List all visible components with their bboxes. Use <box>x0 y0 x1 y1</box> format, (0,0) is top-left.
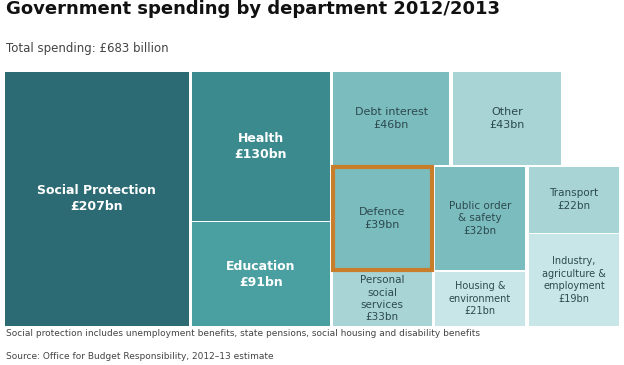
Text: Housing &
environment
£21bn: Housing & environment £21bn <box>449 281 511 316</box>
Text: Industry,
agriculture &
employment
£19bn: Industry, agriculture & employment £19bn <box>542 257 606 304</box>
Text: Total spending: £683 billion: Total spending: £683 billion <box>6 42 169 55</box>
Text: Government spending by department 2012/2013: Government spending by department 2012/2… <box>6 0 500 18</box>
Text: Social protection includes unemployment benefits, state pensions, social housing: Social protection includes unemployment … <box>6 328 480 338</box>
Text: Health
£130bn: Health £130bn <box>235 132 287 161</box>
Text: Defence
£39bn: Defence £39bn <box>359 207 406 230</box>
Text: Debt interest
£46bn: Debt interest £46bn <box>354 107 427 130</box>
Bar <box>333 72 449 165</box>
Bar <box>452 72 561 165</box>
Bar <box>333 166 432 270</box>
Bar <box>435 272 525 326</box>
Bar <box>435 166 525 270</box>
Text: Source: Office for Budget Responsibility, 2012–13 estimate: Source: Office for Budget Responsibility… <box>6 352 274 361</box>
Bar <box>529 166 620 233</box>
Text: Education
£91bn: Education £91bn <box>226 260 296 289</box>
Bar <box>192 72 329 221</box>
Text: Personal
social
services
£33bn: Personal social services £33bn <box>360 275 404 322</box>
Text: Social Protection
£207bn: Social Protection £207bn <box>37 184 156 214</box>
Bar <box>4 72 188 326</box>
Bar <box>333 272 432 326</box>
Text: Public order
& safety
£32bn: Public order & safety £32bn <box>449 201 511 236</box>
Bar <box>333 166 432 270</box>
Text: Other
£43bn: Other £43bn <box>489 107 525 130</box>
Text: Transport
£22bn: Transport £22bn <box>549 188 598 211</box>
Bar <box>529 234 620 326</box>
Bar <box>192 222 329 326</box>
